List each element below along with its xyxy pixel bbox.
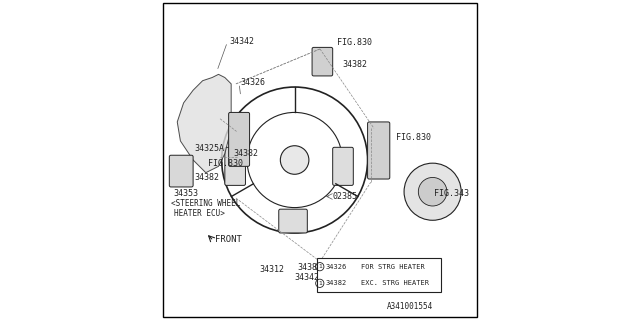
FancyBboxPatch shape (228, 112, 250, 166)
FancyBboxPatch shape (170, 155, 193, 187)
Text: 1: 1 (318, 281, 322, 286)
Bar (317, 258, 440, 292)
Text: 34382: 34382 (326, 280, 347, 286)
Text: EXC. STRG HEATER: EXC. STRG HEATER (361, 280, 429, 286)
Text: 34342: 34342 (230, 36, 255, 45)
Text: 34353: 34353 (173, 189, 198, 198)
Text: HEATER ECU>: HEATER ECU> (174, 209, 225, 218)
Text: 1: 1 (335, 266, 340, 271)
Text: FIG.343: FIG.343 (434, 189, 469, 198)
Text: FIG.830: FIG.830 (396, 133, 431, 142)
FancyBboxPatch shape (367, 122, 390, 179)
Text: A341001554: A341001554 (387, 302, 433, 311)
Text: 02385: 02385 (333, 192, 358, 201)
Text: FRONT: FRONT (214, 236, 241, 244)
Text: 34382: 34382 (234, 149, 259, 158)
FancyBboxPatch shape (312, 47, 333, 76)
Text: 34326: 34326 (241, 78, 266, 87)
Text: 34312: 34312 (260, 265, 285, 274)
Text: <STEERING WHEEL: <STEERING WHEEL (171, 199, 240, 208)
Polygon shape (177, 74, 231, 173)
Text: 34382: 34382 (195, 173, 220, 182)
FancyBboxPatch shape (333, 147, 353, 185)
Text: 34382: 34382 (298, 263, 323, 272)
FancyBboxPatch shape (279, 209, 307, 233)
Text: 34325A: 34325A (195, 144, 225, 153)
Circle shape (280, 146, 309, 174)
Text: 34326: 34326 (326, 264, 347, 270)
Text: 34382: 34382 (342, 60, 367, 69)
Text: FOR STRG HEATER: FOR STRG HEATER (361, 264, 424, 270)
Circle shape (404, 163, 461, 220)
Text: 1: 1 (318, 264, 322, 269)
FancyBboxPatch shape (225, 147, 246, 185)
Text: FIG.830: FIG.830 (337, 38, 372, 47)
Text: 34342G: 34342G (294, 273, 324, 282)
Circle shape (419, 178, 447, 206)
Text: FIG.830: FIG.830 (209, 159, 243, 168)
